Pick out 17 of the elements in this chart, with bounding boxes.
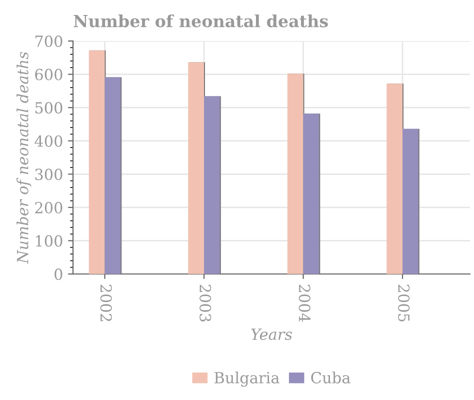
y-tick-label: 500 xyxy=(35,102,62,114)
y-tick-label: 300 xyxy=(35,168,62,180)
y-axis-title: Number of neonatal deaths xyxy=(16,52,32,264)
x-tick-label: 2002 xyxy=(100,284,112,322)
x-tick-label: 2005 xyxy=(398,284,410,322)
x-axis-title: Years xyxy=(251,328,292,340)
legend-label: Bulgaria xyxy=(214,372,280,387)
y-tick-label: 600 xyxy=(35,68,62,80)
x-tick-label: 2003 xyxy=(200,284,212,322)
x-tick-label: 2004 xyxy=(298,284,310,322)
y-tick-label: 200 xyxy=(35,202,62,214)
chart-title: Number of neonatal deaths xyxy=(74,14,328,28)
y-tick-label: 400 xyxy=(34,135,62,147)
y-tick-label: 100 xyxy=(36,235,62,247)
legend-label: Cuba xyxy=(311,372,350,384)
y-tick-label: 0 xyxy=(54,268,62,280)
y-tick-label: 700 xyxy=(35,35,62,48)
